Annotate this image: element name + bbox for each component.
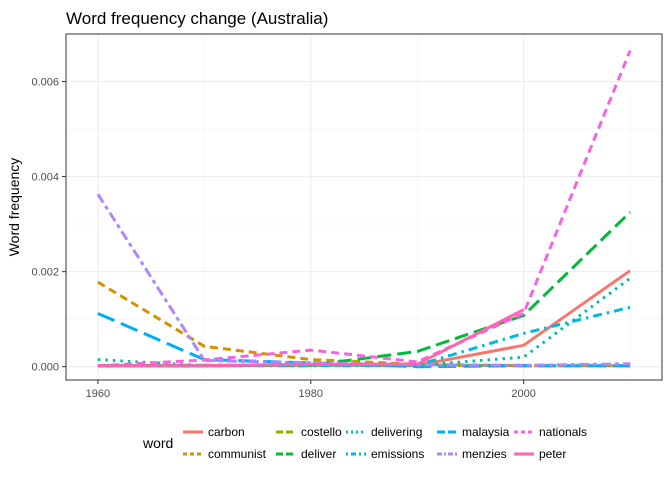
y-axis-label: Word frequency xyxy=(6,158,22,257)
y-tick-label: 0.000 xyxy=(31,362,59,374)
legend-label-delivering: delivering xyxy=(371,425,422,439)
x-tick-label: 1960 xyxy=(86,388,110,400)
legend-label-communist: communist xyxy=(208,447,267,461)
legend-label-peter: peter xyxy=(539,447,566,461)
x-tick-label: 1980 xyxy=(299,388,323,400)
y-tick-label: 0.004 xyxy=(31,172,59,184)
x-tick-label: 2000 xyxy=(511,388,535,400)
legend-label-menzies: menzies xyxy=(462,447,507,461)
legend-label-emissions: emissions xyxy=(371,447,424,461)
legend-label-nationals: nationals xyxy=(539,425,587,439)
plot-panel xyxy=(66,34,662,380)
legend-title: word xyxy=(142,435,173,451)
legend-label-deliver: deliver xyxy=(301,447,336,461)
y-tick-label: 0.002 xyxy=(31,267,59,279)
y-tick-label: 0.006 xyxy=(31,77,59,89)
legend-label-malaysia: malaysia xyxy=(462,425,510,439)
chart-title: Word frequency change (Australia) xyxy=(66,9,328,28)
panel-background xyxy=(66,34,662,380)
legend-label-costello: costello xyxy=(301,425,342,439)
legend-label-carbon: carbon xyxy=(208,425,245,439)
